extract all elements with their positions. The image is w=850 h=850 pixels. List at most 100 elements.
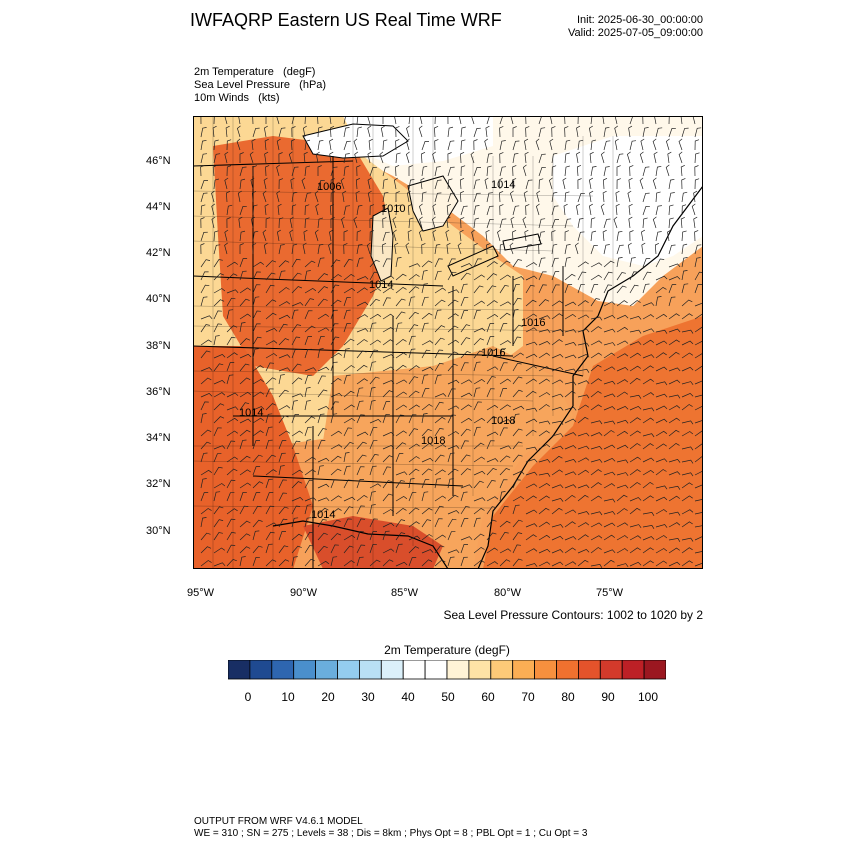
wind-barb [419,216,423,229]
wind-barb [512,376,523,385]
wind-barb [668,511,681,516]
wind-barb [200,441,211,450]
wind-barb [551,535,564,541]
wind-barb [460,484,473,489]
wind-barb [317,440,326,450]
wind-barb [446,242,451,255]
wind-barb [252,284,261,294]
wind-barb [613,216,618,229]
wind-barb [642,271,652,281]
wind-barb [434,469,446,476]
wind-barb [525,275,538,281]
wind-barb [499,126,504,138]
wind-barb [369,322,377,333]
wind-barb [499,362,508,372]
wind-barb [590,469,602,476]
wind-barb [226,406,239,411]
lat-label: 36°N [146,386,171,398]
wind-barbs [200,116,703,568]
wind-barb [369,543,377,554]
wind-barb [224,229,229,242]
wind-barb [434,393,447,398]
wind-barb [538,459,551,463]
wind-barb [213,273,225,281]
wind-barb [356,494,368,502]
wind-barb [226,558,237,567]
wind-barb [551,328,564,333]
wind-barb [263,242,268,255]
wind-barb [603,457,616,463]
wind-barb [538,507,550,515]
wind-barb [395,126,400,138]
wind-barb [551,507,563,515]
colorbar-tick-label: 60 [481,690,495,704]
wind-barb [485,125,490,138]
wind-barb [226,261,239,268]
wind-barb [343,309,351,320]
wind-barb [226,417,239,424]
wind-barb [564,116,566,125]
wind-barb [681,191,688,203]
wind-barb [447,431,460,437]
wind-barb [382,413,390,424]
wind-barb [252,556,260,567]
wind-barb [499,378,512,385]
wind-barb [681,420,694,425]
wind-barb [564,509,577,515]
wind-barb [447,510,460,515]
wind-barb [356,544,366,554]
wind-barb [681,340,694,346]
wind-barb [564,418,577,424]
wind-barb [486,366,499,372]
wind-barb [317,139,324,151]
wind-barb [642,407,655,412]
wind-barb [330,125,335,138]
wind-barb [460,272,471,281]
wind-barb [434,478,441,489]
wind-barb [434,401,444,411]
wind-barb [200,204,206,216]
wind-barb [395,338,407,346]
wind-barb [343,322,351,333]
wind-barb [278,374,285,385]
wind-barb [213,445,226,450]
wind-barb [213,116,215,125]
wind-barb [421,191,427,203]
wind-barb [642,560,654,567]
wind-barb [629,140,637,151]
wind-barb [626,151,631,164]
colorbar-tick-label: 30 [361,690,375,704]
wind-barb [616,300,628,307]
wind-barb [421,260,433,268]
wind-barb [330,508,342,515]
wind-barb [421,312,433,320]
wind-barb [317,375,326,385]
wind-barb [304,469,316,476]
wind-barb [395,480,405,489]
wind-barb [589,125,593,138]
wind-barb [239,546,251,554]
wind-barb [200,127,207,138]
wind-barb [356,556,364,567]
wind-barb [538,153,546,164]
wind-barb [512,504,520,515]
wind-barb [421,296,429,307]
wind-barb [432,229,437,242]
wind-barb [655,329,668,334]
wind-barb [551,126,556,138]
wind-barb [577,559,589,567]
wind-barb [641,229,646,242]
wind-barb [434,374,442,385]
wind-barb [551,406,564,411]
wind-barb [356,126,362,138]
wind-barb [408,492,417,502]
wind-barb [525,116,527,125]
wind-barb [589,190,594,203]
wind-barb [499,301,512,307]
wind-barb [252,466,261,476]
lon-label: 95°W [187,587,215,599]
wind-barb [460,362,469,372]
wind-barb [317,413,325,424]
wind-barb [603,244,610,255]
wind-barb [459,177,465,190]
